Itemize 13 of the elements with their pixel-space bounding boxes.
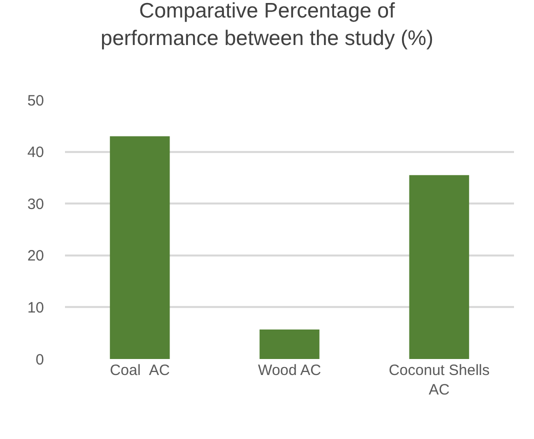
y-tick-label: 30: [27, 196, 44, 213]
bar: [260, 329, 320, 359]
y-tick-label: 50: [27, 92, 44, 110]
y-tick-label: 20: [27, 248, 44, 265]
y-tick-label: 40: [27, 144, 44, 162]
bar: [409, 175, 470, 359]
chart-title: Comparative Percentage of performance between the study (%): [100, 0, 434, 50]
y-tick-label: 0: [36, 351, 44, 368]
x-tick-label: Coal AC: [110, 362, 170, 379]
y-tick-label: 10: [27, 299, 44, 316]
x-tick-label: Coconut Shells AC: [388, 362, 490, 398]
x-tick-label: Wood AC: [258, 362, 322, 379]
bar: [110, 136, 170, 359]
